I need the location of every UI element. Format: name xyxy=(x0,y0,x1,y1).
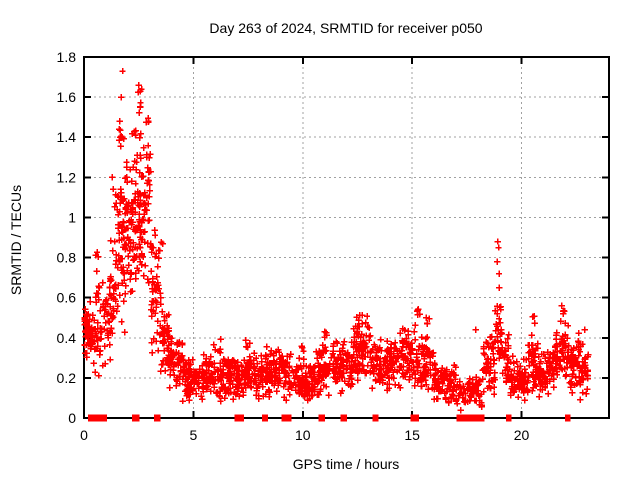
zero-value-mark xyxy=(281,414,287,422)
zero-value-mark xyxy=(410,414,416,422)
y-tick-label: 1.6 xyxy=(57,89,77,105)
zero-value-mark xyxy=(505,414,512,422)
zero-value-mark xyxy=(91,414,97,422)
zero-value-mark xyxy=(100,414,107,422)
x-tick-label: 0 xyxy=(80,427,88,443)
y-tick-label: 1.2 xyxy=(57,169,77,185)
scatter-points-path xyxy=(81,67,592,414)
y-tick-label: 1 xyxy=(68,209,76,225)
y-tick-label: 0.2 xyxy=(57,370,77,386)
zero-value-mark xyxy=(456,414,471,422)
zero-value-mark xyxy=(340,414,347,422)
x-axis-label: GPS time / hours xyxy=(293,456,400,472)
axis-ticks xyxy=(83,56,609,419)
tick-labels: 0 5 10 15 20 0 0.2 0.4 0.6 0.8 1 1.2 1.4 1.6 1.8 xyxy=(57,49,530,443)
y-tick-label: 0.6 xyxy=(57,290,77,306)
zero-value-mark xyxy=(372,414,379,422)
x-tick-label: 15 xyxy=(404,427,420,443)
y-tick-label: 0.8 xyxy=(57,250,77,266)
zero-value-mark xyxy=(285,414,292,422)
gridlines xyxy=(84,57,609,418)
y-axis-label: SRMTID / TECUs xyxy=(8,185,24,295)
zero-value-mark xyxy=(238,414,244,422)
x-tick-label: 5 xyxy=(189,427,197,443)
y-tick-label: 0 xyxy=(68,410,76,426)
y-tick-label: 0.4 xyxy=(57,330,77,346)
zero-value-mark xyxy=(153,414,161,422)
y-tick-label: 1.4 xyxy=(57,129,77,145)
zero-value-mark xyxy=(477,414,485,422)
data-points xyxy=(81,67,592,422)
zero-value-mark xyxy=(134,414,140,422)
zero-value-mark xyxy=(261,414,268,422)
zero-value-mark xyxy=(413,414,419,422)
zero-value-mark xyxy=(470,414,481,422)
y-tick-label: 1.8 xyxy=(57,49,77,65)
zero-value-mark xyxy=(565,414,571,422)
zero-value-mark xyxy=(234,414,241,422)
zero-value-mark xyxy=(98,414,104,422)
chart-title: Day 263 of 2024, SRMTID for receiver p05… xyxy=(209,20,482,36)
x-tick-label: 10 xyxy=(295,427,311,443)
zero-value-mark xyxy=(131,414,137,422)
zero-value-mark xyxy=(318,414,325,422)
x-tick-label: 20 xyxy=(514,427,530,443)
